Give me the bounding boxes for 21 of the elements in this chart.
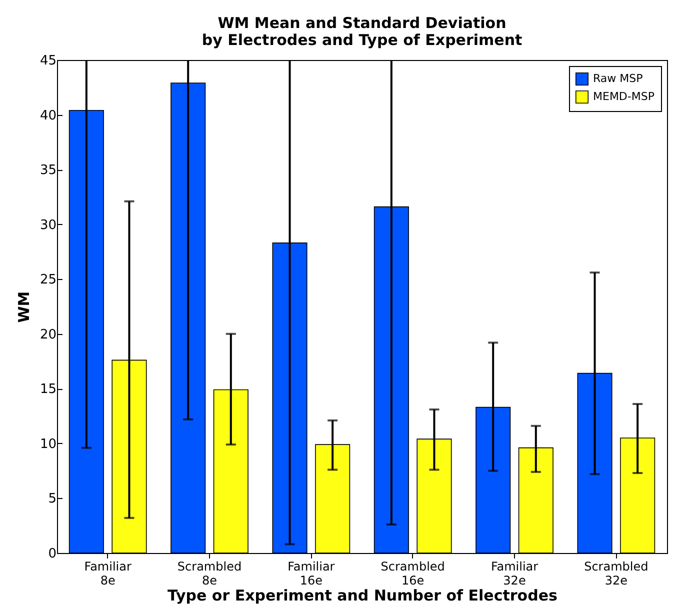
y-tick-label: 10	[40, 436, 56, 452]
y-tick-label: 5	[48, 492, 56, 507]
x-tick-label: Scrambled 32e	[584, 560, 648, 588]
chart-title: WM Mean and Standard Deviation by Electrodes and Type of Experiment	[202, 14, 522, 49]
y-tick-label: 15	[40, 382, 56, 398]
x-axis-title: Type or Experiment and Number of Electrodes	[168, 586, 558, 604]
legend-label: Raw MSP	[593, 72, 644, 85]
legend-label: MEMD-MSP	[593, 90, 655, 103]
y-tick-label: 30	[40, 218, 56, 233]
y-tick-label: 25	[40, 272, 56, 288]
x-tick-label: Scrambled 8e	[177, 560, 242, 588]
x-tick-label: Familiar 8e	[84, 560, 132, 588]
y-tick-label: 45	[40, 54, 56, 68]
y-tick-label: 35	[40, 163, 56, 178]
y-tick-label: 0	[48, 546, 56, 562]
y-tick-label: 20	[40, 327, 56, 342]
x-tick-label: Familiar 16e	[288, 560, 335, 588]
x-tick-label: Familiar 32e	[490, 560, 538, 588]
y-axis-title: WM	[14, 291, 33, 323]
x-tick-label: Scrambled 16e	[380, 560, 445, 588]
y-tick-label: 40	[40, 108, 56, 124]
